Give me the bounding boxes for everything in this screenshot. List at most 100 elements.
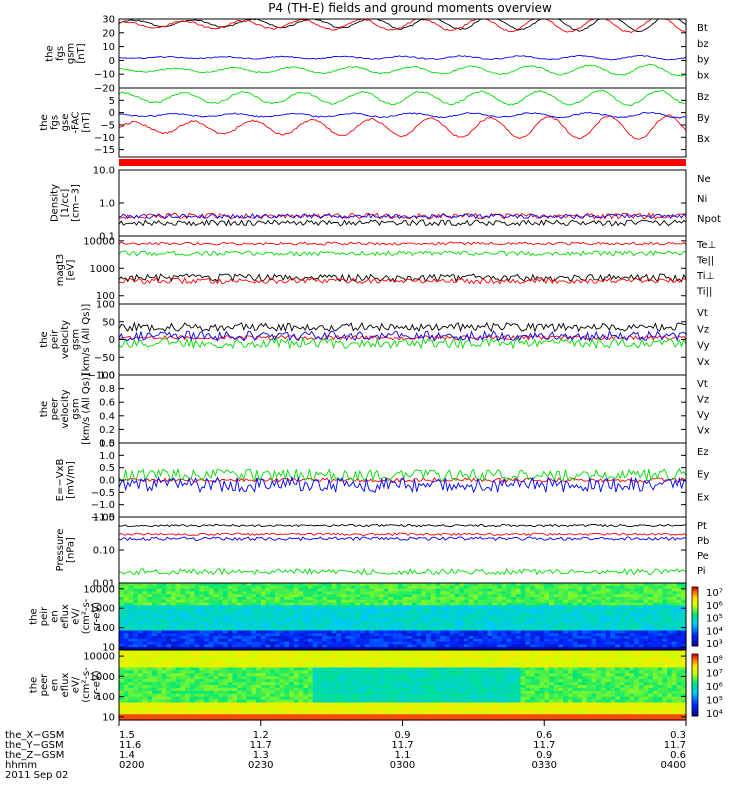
heatmap-cell [416,682,422,686]
heatmap-cell [567,647,574,651]
heatmap-cell [459,630,465,634]
heatmap-cell [435,708,441,712]
heatmap-cell [189,583,196,587]
heatmap-cell [152,664,158,669]
heatmap-cell [426,693,432,698]
heatmap-cell [293,605,300,609]
heatmap-cell [156,670,163,674]
heatmap-cell [435,690,441,695]
heatmap-cell [274,702,281,706]
heatmap-cell [232,627,238,632]
heatmap-cell [345,638,352,643]
heatmap-cell [369,608,375,612]
heatmap-cell [586,602,593,606]
heatmap-cell [671,588,678,592]
heatmap-cell [558,633,564,637]
heatmap-cell [279,655,285,660]
heatmap-cell [133,696,139,701]
heatmap-cell [156,588,163,592]
heatmap-cell [463,585,470,590]
heatmap-cell [317,636,323,640]
heatmap-cell [246,690,252,695]
heatmap-cell [293,647,300,651]
y-tick-label: 1.0 [99,199,115,210]
heatmap-cell [326,670,333,674]
heatmap-cell [133,705,139,709]
heatmap-cell [383,633,389,637]
heatmap-cell [185,599,191,604]
heatmap-cell [222,702,229,706]
heatmap-cell [298,619,304,623]
heatmap-cell [123,599,129,604]
heatmap-cell [152,647,158,651]
heatmap-cell [624,594,630,598]
heatmap-cell [322,682,328,686]
heatmap-cell [194,699,200,704]
heatmap-cell [360,641,366,645]
heatmap-cell [411,705,418,709]
heatmap-cell [222,670,229,674]
heatmap-cell [676,636,682,640]
heatmap-cell [482,616,489,620]
heatmap-cell [194,682,200,686]
heatmap-cell [435,608,441,612]
heatmap-cell [378,636,385,640]
heatmap-cell [133,633,139,637]
heatmap-cell [648,610,654,615]
heatmap-cell [511,627,517,632]
heatmap-cell [227,641,233,645]
heatmap-cell [624,622,630,626]
heatmap-cell [383,682,389,686]
heatmap-cell [208,630,215,634]
heatmap-cell [345,664,352,669]
heatmap-cell [270,608,276,612]
heatmap-cell [137,708,144,712]
heatmap-cell [393,705,399,709]
heatmap-cell [312,705,318,709]
heatmap-cell [624,636,630,640]
heatmap-cell [435,594,441,598]
heatmap-cell [341,652,347,657]
heatmap-cell [473,624,479,629]
heatmap-cell [298,658,304,663]
heatmap-cell [308,655,314,660]
heatmap-cell [445,636,451,640]
heatmap-cell [430,613,437,618]
heatmap-cell [407,690,413,695]
heatmap-cell [274,585,281,590]
heatmap-cell [648,602,654,606]
heatmap-cell [449,588,456,592]
heatmap-cell [218,636,224,640]
heatmap-cell [378,630,385,634]
heatmap-cell [213,616,219,620]
heatmap-cell [147,652,153,657]
heatmap-cell [383,699,389,704]
heatmap-cell [279,605,285,609]
heatmap-cell [166,616,172,620]
heatmap-cell [671,585,678,590]
heatmap-cell [416,622,422,626]
heatmap-cell [520,591,526,595]
heatmap-cell [539,605,545,609]
heatmap-cell [326,613,333,618]
heatmap-cell [293,664,300,669]
heatmap-cell [208,667,215,671]
heatmap-cell [152,679,158,683]
heatmap-cell [440,699,446,704]
heatmap-cell [407,597,413,601]
heatmap-cell [213,605,219,609]
heatmap-cell [123,622,129,626]
heatmap-cell [501,591,507,595]
heatmap-cell [345,658,352,663]
heatmap-cell [270,685,276,689]
heatmap-cell [218,638,224,643]
heatmap-cell [199,661,205,666]
heatmap-cell [511,585,517,590]
heatmap-cell [289,599,295,604]
heatmap-cell [449,630,456,634]
heatmap-cell [218,685,224,689]
heatmap-cell [374,588,380,592]
heatmap-cell [171,696,177,701]
heatmap-cell [265,650,271,654]
heatmap-cell [241,599,248,604]
